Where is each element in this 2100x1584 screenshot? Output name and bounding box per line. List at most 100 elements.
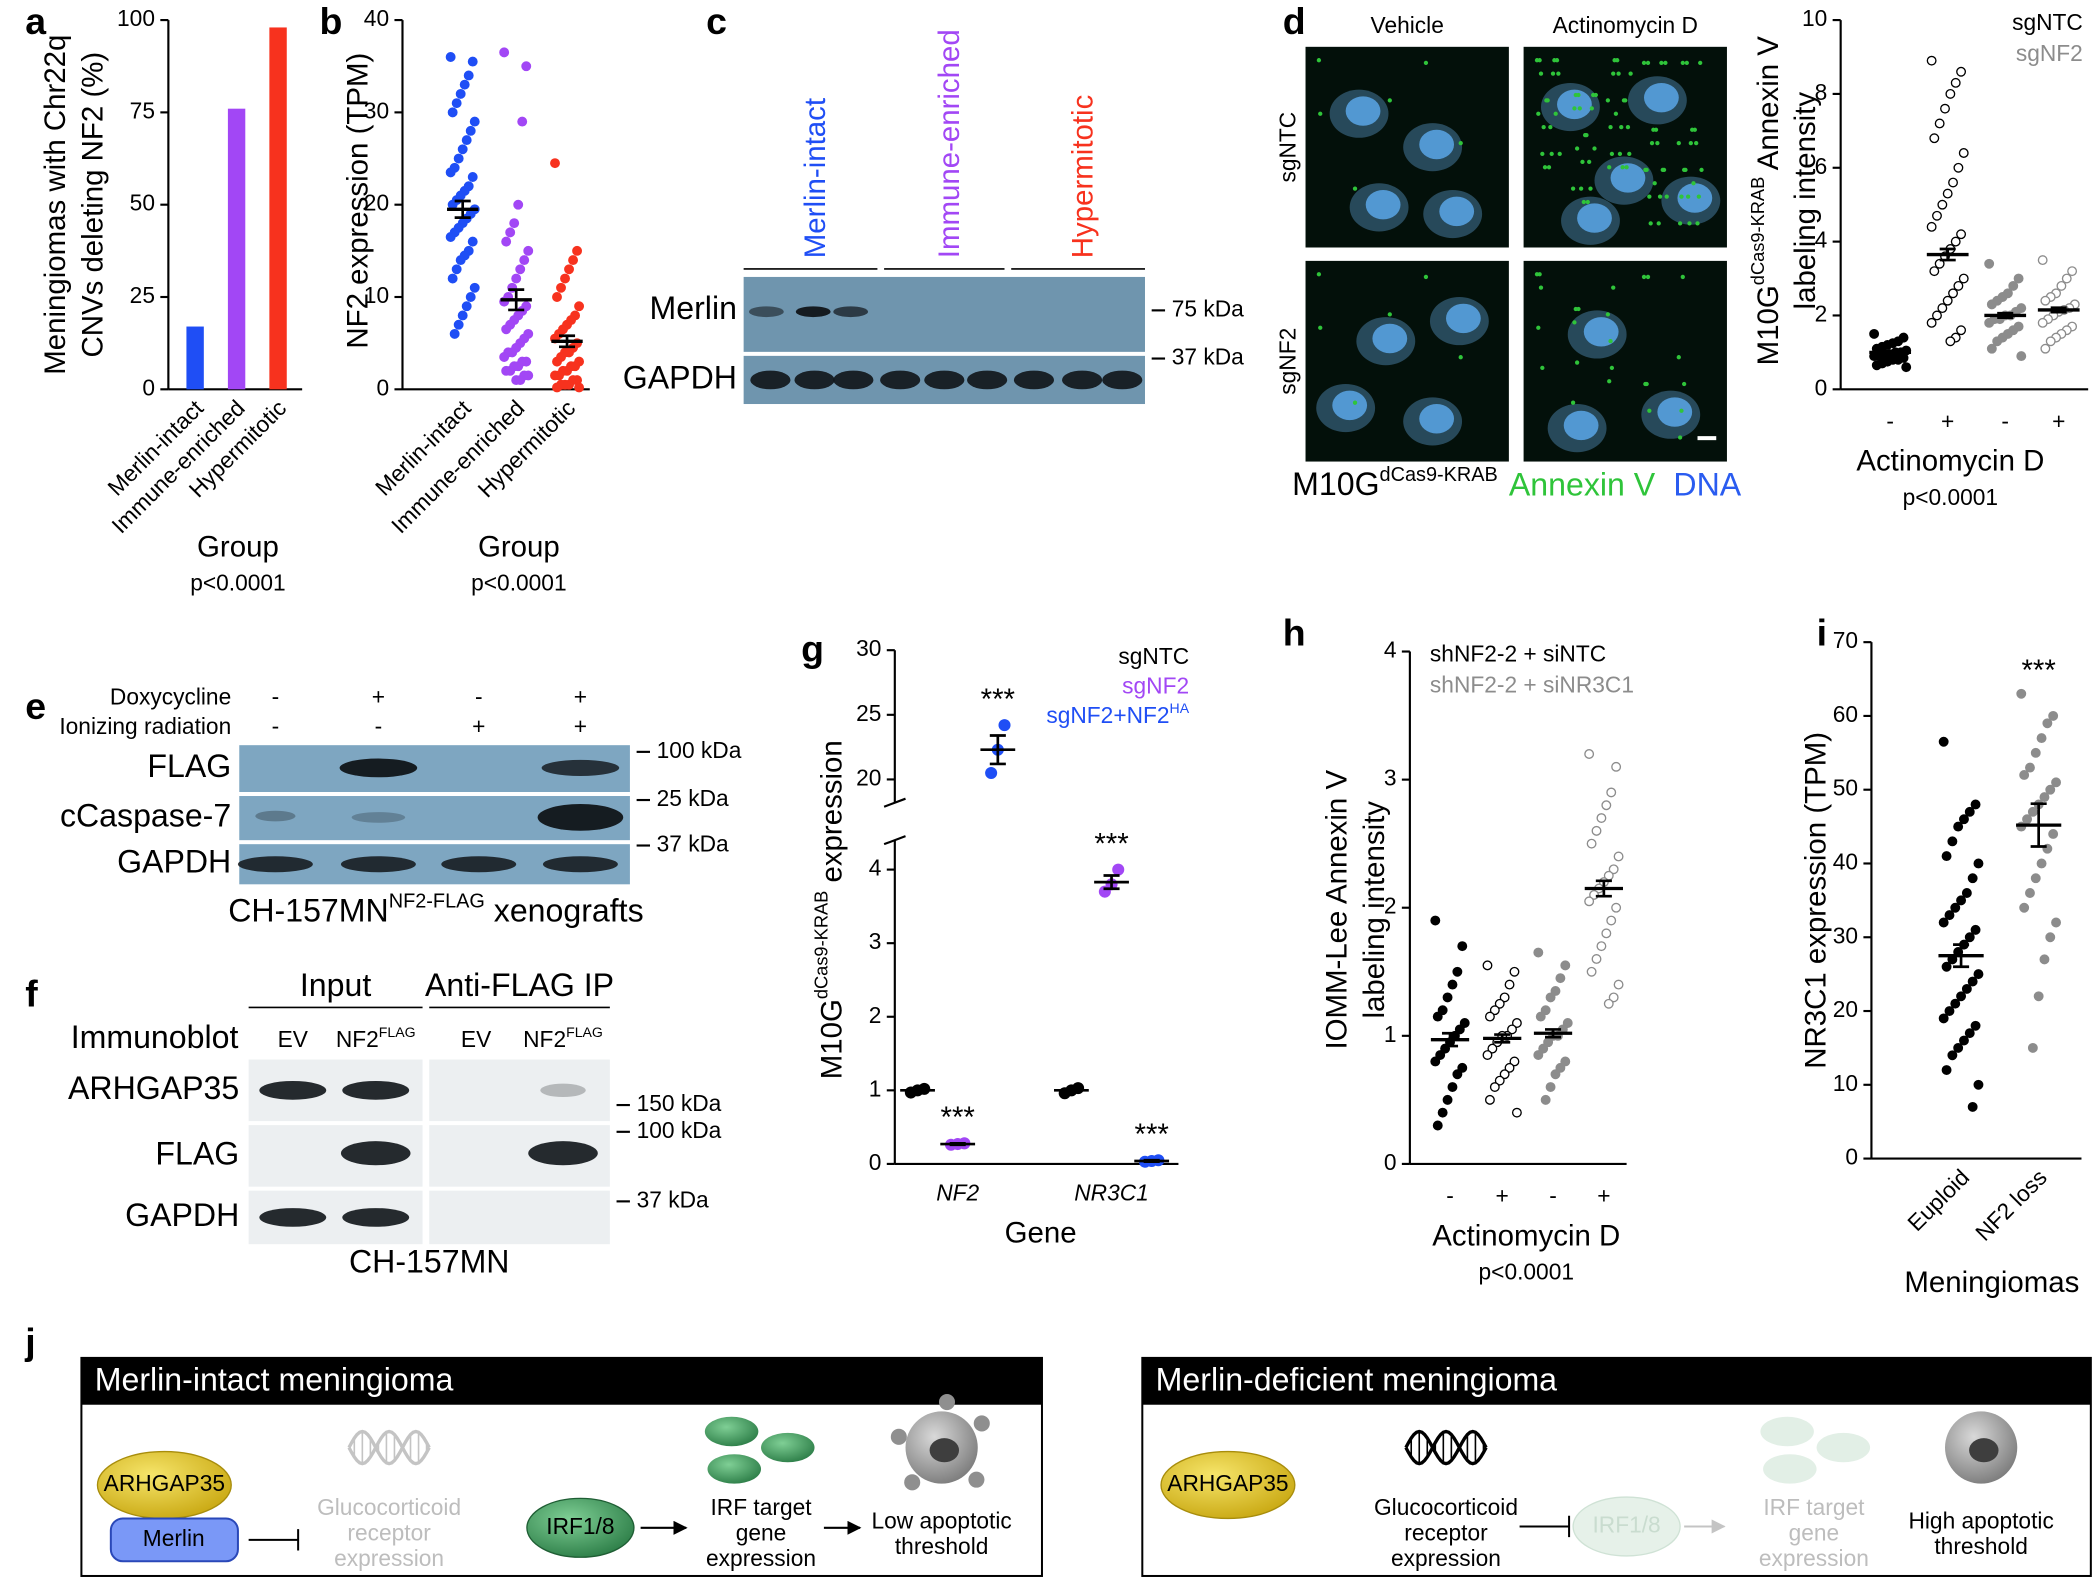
y-tick-label: 75: [130, 97, 155, 123]
data-point: [1956, 325, 1967, 336]
annexin-spot: [1663, 60, 1668, 66]
legend-entry: sgNF2: [1122, 673, 1189, 699]
y-tick-label: 3: [1384, 765, 1397, 791]
nucleus: [1577, 203, 1612, 233]
y-tick-label: 10: [1802, 5, 1827, 31]
annexin-spot: [1538, 71, 1544, 76]
data-point: [1970, 1020, 1981, 1031]
annexin-spot: [1696, 194, 1701, 199]
annexin-spot: [1677, 221, 1683, 226]
row-label: GAPDH: [623, 359, 737, 395]
error-bar: [1882, 349, 1899, 355]
annexin-spot: [1585, 199, 1590, 205]
data-point: [2045, 932, 2056, 943]
legend-entry: sgNF2: [2016, 40, 2083, 66]
row-label: cCaspase-7: [60, 798, 231, 834]
data-point: [1484, 1094, 1495, 1105]
panel-letter: g: [801, 627, 824, 669]
annexin-spot: [1593, 92, 1598, 98]
data-point: [1973, 1079, 1984, 1090]
annexin-spot: [1537, 272, 1542, 277]
lane-label: NF2FLAG: [523, 1024, 603, 1052]
annexin-spot: [1540, 151, 1545, 156]
data-point: [1591, 825, 1602, 836]
blot-band: [1013, 370, 1055, 390]
annexin-spot: [1644, 167, 1649, 173]
data-point: [2042, 718, 2053, 729]
data-point: [459, 79, 470, 90]
x-tick-label: -: [2001, 408, 2009, 434]
data-point: [1986, 343, 1997, 354]
blot-band: [833, 306, 869, 318]
data-point: [1562, 1018, 1573, 1028]
bar: [227, 108, 246, 390]
row-label: sgNTC: [1274, 112, 1300, 183]
annexin-spot: [1645, 274, 1651, 280]
data-point: [2019, 770, 2030, 780]
annexin-spot: [1657, 194, 1663, 199]
annexin-spot: [1698, 60, 1703, 66]
data-point: [1447, 979, 1458, 990]
annexin-spot: [1423, 60, 1429, 66]
annexin-spot: [1694, 141, 1699, 146]
data-point: [1953, 280, 1964, 291]
y-tick-label: 10: [364, 282, 389, 308]
y-axis-label: CNVs deleting NF2 (%): [77, 52, 110, 358]
data-point: [550, 158, 560, 169]
annexin-spot: [1609, 151, 1615, 156]
data-point: [1538, 1043, 1549, 1054]
y-tick-label: 3: [869, 928, 882, 954]
data-point: [1948, 177, 1958, 188]
blot-band: [1102, 370, 1143, 390]
cell-nucleus: [929, 1438, 960, 1463]
panel-letter: a: [25, 0, 47, 42]
data-point: [1442, 1094, 1453, 1105]
annexin-spot: [1546, 165, 1552, 170]
data-point: [574, 301, 585, 312]
annexin-spot: [1570, 400, 1576, 405]
data-point: [1973, 858, 1984, 869]
node-label: expression: [334, 1545, 444, 1571]
data-point: [550, 370, 560, 381]
annexin-spot: [1613, 111, 1619, 116]
data-point: [1511, 1107, 1522, 1118]
annexin-spot: [1557, 151, 1562, 156]
group-label: Input: [300, 967, 371, 1003]
annexin-spot: [1607, 379, 1612, 384]
row-label: sgNF2: [1274, 328, 1300, 395]
nucleus: [1557, 89, 1592, 120]
data-point: [1961, 983, 1972, 994]
data-point: [461, 301, 472, 312]
y-axis-label: NR3C1 expression (TPM): [1800, 732, 1833, 1069]
y-axis-label: labeling intensity: [1358, 801, 1391, 1019]
y-axis-label: NF2 expression (TPM): [341, 53, 374, 349]
significance: ***: [981, 683, 1015, 716]
data-point: [2040, 295, 2051, 306]
y-axis-label-part: Annexin V: [1752, 36, 1785, 177]
diagram-title: Merlin-intact meningioma: [95, 1361, 454, 1397]
data-point: [1447, 1082, 1458, 1093]
data-point: [1970, 924, 1981, 935]
row-label: FLAG: [147, 748, 231, 784]
data-point: [511, 273, 522, 284]
annexin-spot: [1617, 151, 1623, 156]
marker-label: 75 kDa: [1172, 295, 1244, 321]
protein-blob: [707, 1454, 762, 1484]
data-point: [501, 365, 512, 376]
significance: ***: [1134, 1118, 1168, 1151]
y-tick-label: 30: [364, 97, 389, 123]
data-point: [455, 255, 466, 266]
blot-band: [795, 306, 831, 318]
data-point: [1545, 1082, 1556, 1093]
annexin-spot: [1572, 320, 1577, 325]
data-point: [1967, 1101, 1978, 1112]
data-point: [1941, 851, 1952, 862]
data-point: [1937, 303, 1948, 314]
data-point: [1482, 960, 1493, 971]
data-point: [453, 319, 464, 330]
data-point: [1442, 992, 1453, 1003]
data-point: [1484, 1011, 1495, 1022]
blot: [429, 1059, 610, 1122]
data-point: [1956, 229, 1967, 240]
